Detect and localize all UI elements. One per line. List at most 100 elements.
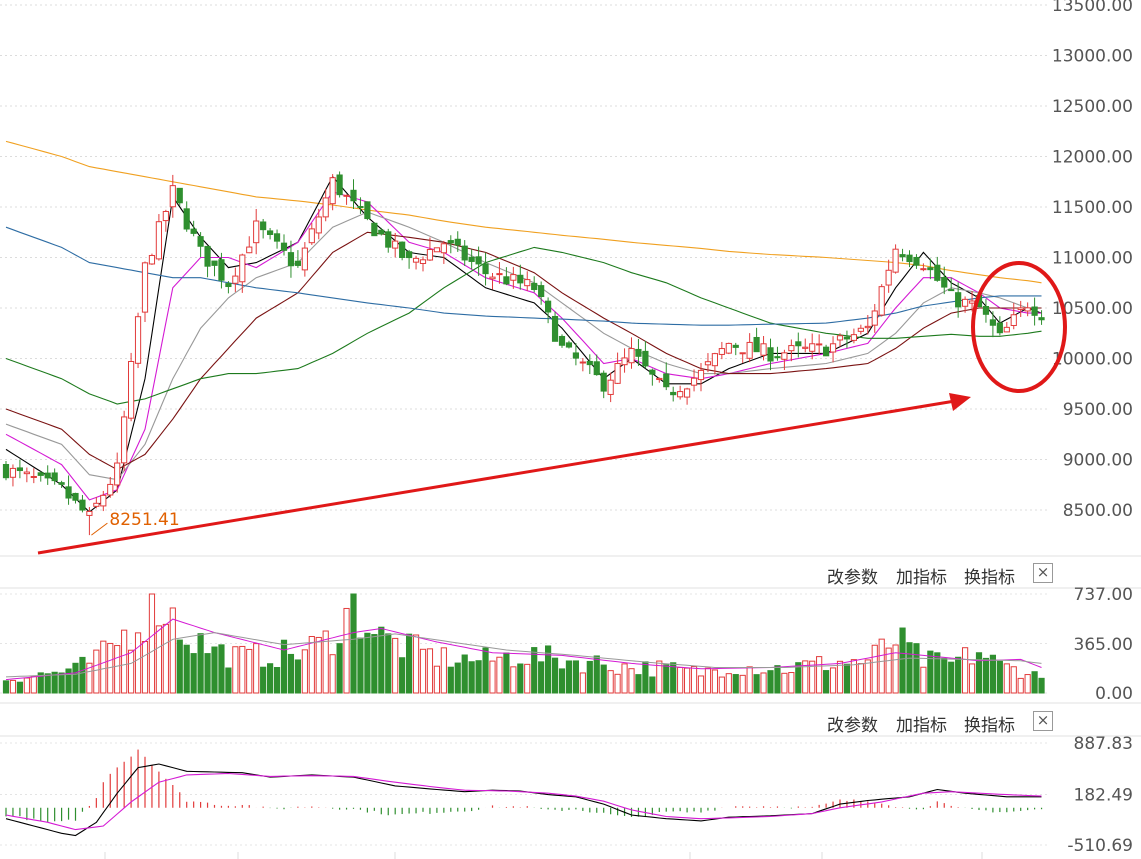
volume-bar [1038,677,1045,694]
volume-bar [211,646,218,694]
grid-layer [0,4,1141,859]
candle-up [809,343,816,352]
candle-up [93,502,100,507]
macd-add-indicator-button[interactable]: 加指标 [896,716,947,736]
candle-up [1024,307,1031,312]
candle-up [788,345,795,352]
ma250-line-layer [5,140,1042,284]
candle-up [1003,326,1010,333]
candle-up [836,335,844,341]
candle-down [558,335,566,346]
candle-up [162,210,169,222]
price-tick-label-5: 11000.00 [1052,249,1133,269]
candle-down [176,187,183,204]
volume-bar [44,673,51,694]
low-marker-pointer [91,522,108,536]
volume-bar [551,657,559,694]
candle-down [572,352,579,359]
volume-bar [941,657,948,694]
volume-bar [565,660,573,694]
candle-up [718,348,725,355]
volume-bar [51,671,58,694]
volume-bar [454,662,461,694]
candle-down [190,228,197,234]
volume-bar [572,660,579,694]
candle-up [781,352,788,360]
volume-bar [517,663,524,694]
candle-down [600,372,607,392]
candle-down [482,263,489,275]
candle-down [795,341,802,347]
volume-bar [809,660,816,694]
volume-bar [600,664,607,694]
volume-bar [72,662,79,694]
volume-bar [204,653,211,694]
candle-down [72,492,79,501]
volume-bar [788,672,795,694]
volume-bar [663,664,670,694]
candle-down [774,356,781,359]
volume-tick-label-0: 737.00 [1074,585,1133,605]
volume-bar [176,639,183,694]
volume-bar [948,661,955,694]
volume-bar [260,666,267,694]
volume-bar [357,637,364,694]
volume-bar [16,681,23,694]
candle-up [107,483,114,496]
candle-down [927,267,934,271]
volume-bar [510,666,517,694]
volume-bar [482,647,489,694]
volume-bar [114,645,121,694]
price-tick-label-2: 12500.00 [1052,97,1133,117]
volume-bar [496,656,503,694]
price-line-ma250 [5,140,1042,284]
volume-bar [273,667,281,694]
trend-arrow-line [37,399,956,555]
volume-bar [823,670,830,694]
candle-up [802,346,809,349]
volume-bar [725,673,732,694]
candle-down [406,251,413,259]
volume-bar [913,643,920,694]
volume-bar [225,667,232,694]
volume-bar [406,633,413,694]
volume-bar [767,670,774,694]
candle-down [364,201,371,220]
macd-switch-indicator-button[interactable]: 换指标 [964,716,1015,736]
volume-bar [843,663,851,694]
candle-up [496,273,503,276]
volume-bar [774,665,781,694]
candle-up [510,274,517,281]
candle-down [280,242,288,251]
volume-params-button[interactable]: 改参数 [827,568,878,588]
volume-bar [878,638,885,694]
candle-down [378,229,385,235]
candle-up [746,341,753,359]
macd-params-button[interactable]: 改参数 [827,716,878,736]
volume-bar [322,630,329,694]
candle-up [684,388,691,398]
volume-bar [280,639,288,694]
candle-down [218,259,225,281]
volume-bar [857,663,864,694]
volume-bar [433,665,440,694]
candle-up [114,462,121,486]
volume-bar [58,672,65,694]
volume-bar [802,660,809,694]
price-tick-label-1: 13000.00 [1052,47,1133,67]
volume-bar [704,667,712,694]
volume-switch-indicator-button[interactable]: 换指标 [964,568,1015,588]
volume-close-icon[interactable]: × [1033,563,1053,583]
candle-up [246,246,253,254]
volume-bar [475,660,482,694]
volume-bar [100,640,107,694]
candle-up [1017,307,1024,310]
candle-up [440,243,447,254]
volume-bar [989,654,996,694]
volume-bar [753,674,760,694]
volume-add-indicator-button[interactable]: 加指标 [896,568,947,588]
candle-down [899,254,906,258]
macd-tick-label-1: 182.49 [1074,785,1133,805]
volume-bar [350,593,357,694]
macd-close-icon[interactable]: × [1033,711,1053,731]
